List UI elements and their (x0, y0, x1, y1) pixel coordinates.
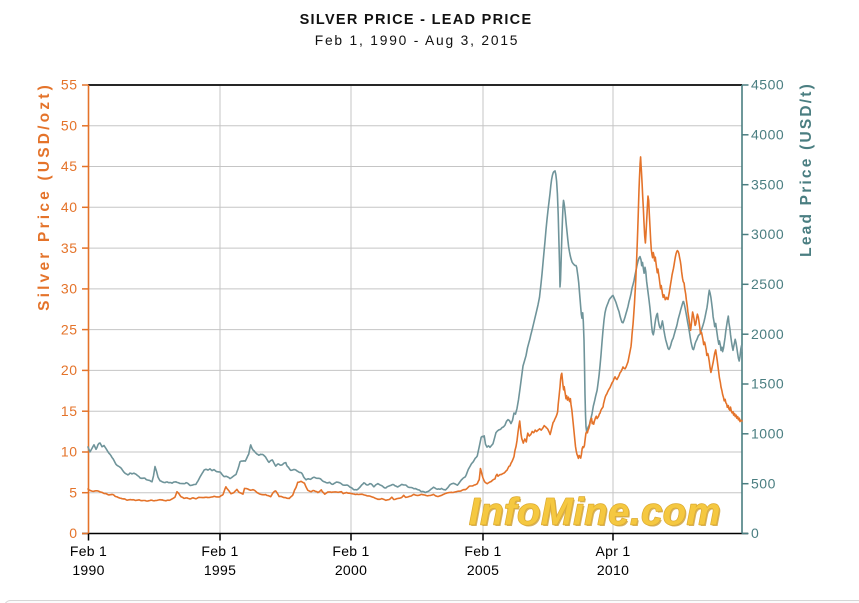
svg-text:40: 40 (61, 199, 78, 215)
svg-text:1500: 1500 (751, 376, 784, 392)
svg-text:55: 55 (61, 77, 78, 93)
svg-text:4000: 4000 (751, 127, 784, 143)
svg-text:30: 30 (61, 281, 78, 297)
svg-text:Feb 1: Feb 1 (464, 543, 501, 559)
svg-text:Feb 1: Feb 1 (201, 543, 238, 559)
svg-text:1995: 1995 (204, 562, 236, 578)
svg-text:1990: 1990 (72, 562, 104, 578)
svg-text:InfoMine.com: InfoMine.com (470, 493, 722, 535)
svg-text:5: 5 (69, 484, 77, 500)
svg-text:InfoMine.com: InfoMine.com (469, 492, 721, 534)
svg-text:2000: 2000 (335, 562, 367, 578)
svg-text:1000: 1000 (751, 426, 784, 442)
svg-text:4500: 4500 (751, 77, 784, 93)
svg-text:500: 500 (751, 475, 776, 491)
svg-text:Feb 1, 1990 - Aug 3, 2015: Feb 1, 1990 - Aug 3, 2015 (315, 33, 520, 48)
svg-text:SILVER PRICE - LEAD PRICE: SILVER PRICE - LEAD PRICE (300, 12, 533, 28)
svg-text:2010: 2010 (597, 562, 629, 578)
svg-text:0: 0 (751, 525, 759, 541)
svg-text:35: 35 (61, 240, 78, 256)
svg-text:15: 15 (61, 403, 78, 419)
svg-text:2500: 2500 (751, 276, 784, 292)
svg-text:Lead Price (USD/t): Lead Price (USD/t) (798, 82, 815, 257)
svg-text:50: 50 (61, 118, 78, 134)
svg-text:3500: 3500 (751, 176, 784, 192)
svg-text:3000: 3000 (751, 226, 784, 242)
svg-text:20: 20 (61, 362, 78, 378)
svg-text:Silver Price (USD/ozt): Silver Price (USD/ozt) (36, 82, 53, 311)
svg-text:10: 10 (61, 444, 78, 460)
svg-text:2000: 2000 (751, 326, 784, 342)
svg-text:Feb 1: Feb 1 (70, 543, 107, 559)
svg-text:0: 0 (69, 525, 77, 541)
svg-text:45: 45 (61, 158, 78, 174)
svg-text:25: 25 (61, 321, 78, 337)
svg-text:Feb 1: Feb 1 (332, 543, 369, 559)
svg-text:Apr 1: Apr 1 (596, 543, 631, 559)
svg-text:2005: 2005 (467, 562, 499, 578)
